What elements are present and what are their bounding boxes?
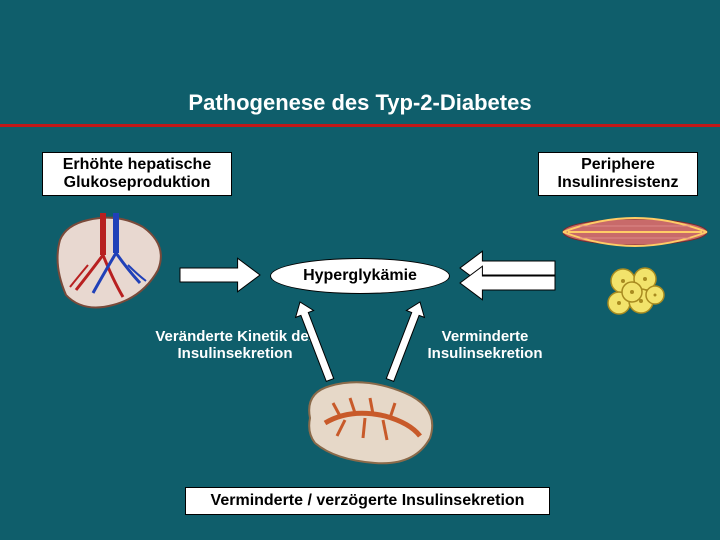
slide: Pathogenese des Typ-2-Diabetes Erhöhte h… xyxy=(0,0,720,540)
arrows-layer xyxy=(0,0,720,540)
